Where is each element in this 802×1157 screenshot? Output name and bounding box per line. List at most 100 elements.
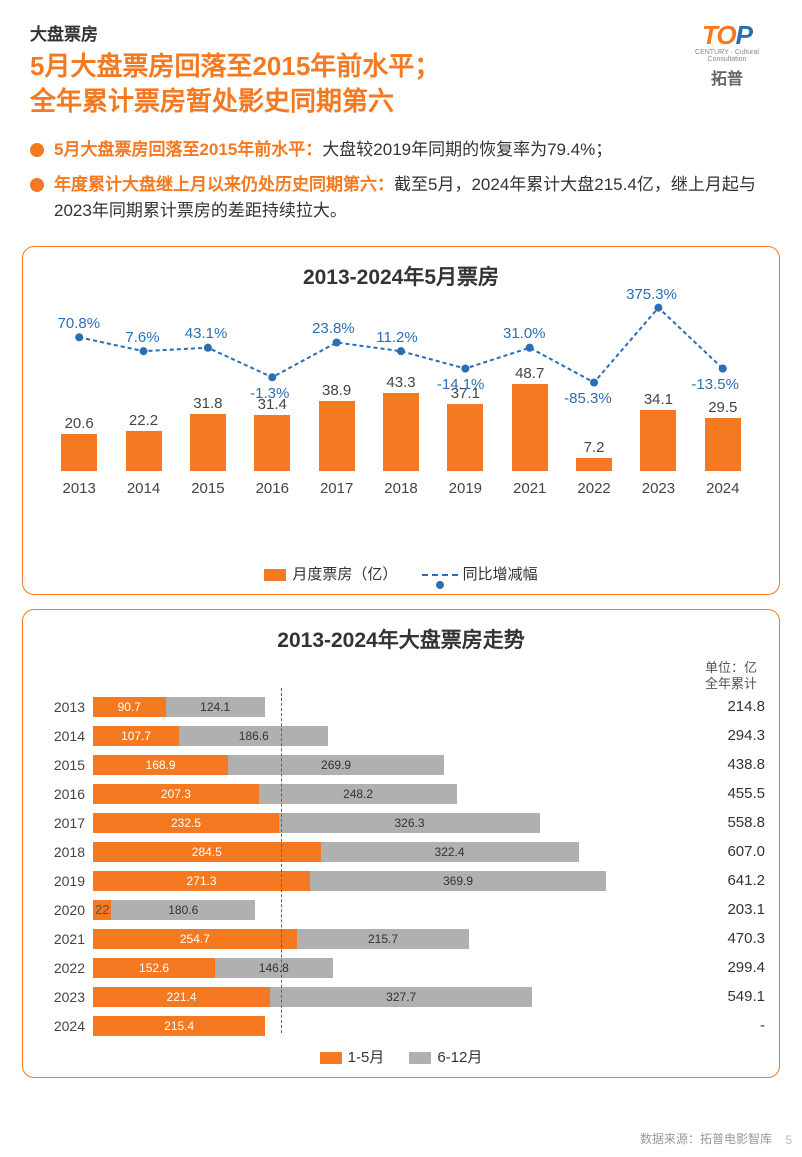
line-value-label: 23.8%	[312, 320, 355, 337]
line-value-label: -85.3%	[564, 390, 612, 407]
chart2-unit: 单位：亿全年累计	[705, 660, 757, 691]
chart2-row: 2024215.4-	[37, 1011, 765, 1040]
row-total: 607.0	[699, 843, 765, 860]
chart2-row: 2014107.7186.6294.3	[37, 721, 765, 750]
chart1-column: 48.72021	[498, 365, 562, 472]
page-number: 5	[785, 1133, 792, 1147]
x-axis-label: 2013	[47, 480, 111, 497]
x-axis-label: 2018	[369, 480, 433, 497]
line-value-label: -14.1%	[437, 376, 485, 393]
line-value-label: 375.3%	[626, 286, 677, 303]
row-total: 641.2	[699, 872, 765, 889]
bullet-dot-icon	[30, 178, 44, 192]
x-axis-label: 2019	[433, 480, 497, 497]
section-tag: 大盘票房	[30, 20, 682, 45]
row-total: 558.8	[699, 814, 765, 831]
y-axis-label: 2024	[37, 1018, 93, 1034]
chart2-row: 2022152.6146.8299.4	[37, 953, 765, 982]
bullet-dot-icon	[30, 143, 44, 157]
y-axis-label: 2023	[37, 989, 93, 1005]
y-axis-label: 2018	[37, 844, 93, 860]
chart2-row: 2021254.7215.7470.3	[37, 924, 765, 953]
chart2-row: 202022.5180.6203.1	[37, 895, 765, 924]
chart1-legend: 月度票房（亿） 同比增减幅	[37, 563, 765, 584]
row-total: -	[699, 1017, 765, 1034]
chart2-row: 2017232.5326.3558.8	[37, 808, 765, 837]
logo-subtitle: CENTURY · Cultural Consultation	[682, 49, 772, 63]
chart1-panel: 2013-2024年5月票房 20.6201322.2201431.820153…	[22, 246, 780, 595]
x-axis-label: 2017	[304, 480, 368, 497]
chart1: 20.6201322.2201431.8201531.4201638.92017…	[37, 299, 765, 529]
line-value-label: 43.1%	[185, 325, 228, 342]
bar-value: 43.3	[369, 374, 433, 391]
chart1-column: 20.62013	[47, 415, 111, 471]
bar-value: 34.1	[626, 391, 690, 408]
y-axis-label: 2016	[37, 786, 93, 802]
bullet-list: 5月大盘票房回落至2015年前水平：大盘较2019年同期的恢复率为79.4%； …	[0, 119, 802, 238]
x-axis-label: 2021	[498, 480, 562, 497]
chart2-row: 2018284.5322.4607.0	[37, 837, 765, 866]
bar-value: 48.7	[498, 365, 562, 382]
chart2-row: 2016207.3248.2455.5	[37, 779, 765, 808]
line-value-label: -13.5%	[691, 376, 739, 393]
legend-bar-icon	[264, 569, 286, 581]
chart2-row: 2015168.9269.9438.8	[37, 750, 765, 779]
logo-text: TOP	[702, 20, 752, 50]
row-total: 294.3	[699, 727, 765, 744]
chart1-column: 31.42016	[240, 396, 304, 472]
y-axis-label: 2014	[37, 728, 93, 744]
brand-logo: TOP CENTURY · Cultural Consultation 拓普	[682, 20, 772, 119]
chart1-column: 34.12023	[626, 391, 690, 471]
y-axis-label: 2022	[37, 960, 93, 976]
chart1-column: 31.82015	[176, 395, 240, 471]
y-axis-label: 2020	[37, 902, 93, 918]
header: 大盘票房 5月大盘票房回落至2015年前水平； 全年累计票房暂处影史同期第六 T…	[0, 0, 802, 119]
data-source: 数据来源：拓普电影智库	[640, 1130, 772, 1147]
bar-value: 31.8	[176, 395, 240, 412]
bar-value: 29.5	[691, 399, 755, 416]
chart2-row: 201390.7124.1214.8	[37, 692, 765, 721]
legend-seg2-icon	[409, 1052, 431, 1064]
chart1-column: 38.92017	[304, 382, 368, 471]
line-value-label: 7.6%	[125, 329, 159, 346]
x-axis-label: 2022	[562, 480, 626, 497]
row-total: 203.1	[699, 901, 765, 918]
legend-seg1-icon	[320, 1052, 342, 1064]
row-total: 549.1	[699, 988, 765, 1005]
x-axis-label: 2014	[111, 480, 175, 497]
bar-value: 7.2	[562, 439, 626, 456]
chart1-column: 29.52024	[691, 399, 755, 471]
line-value-label: -1.3%	[250, 385, 289, 402]
y-axis-label: 2015	[37, 757, 93, 773]
bullet-item: 年度累计大盘继上月以来仍处历史同期第六：截至5月，2024年累计大盘215.4亿…	[30, 172, 772, 225]
legend-line-icon	[422, 574, 458, 576]
chart2-panel: 2013-2024年大盘票房走势 单位：亿全年累计 201390.7124.12…	[22, 609, 780, 1078]
bullet-item: 5月大盘票房回落至2015年前水平：大盘较2019年同期的恢复率为79.4%；	[30, 137, 772, 163]
chart2: 单位：亿全年累计 201390.7124.1214.82014107.7186.…	[37, 662, 765, 1067]
chart1-column: 37.12019	[433, 385, 497, 471]
chart2-row: 2019271.3369.9641.2	[37, 866, 765, 895]
line-value-label: 31.0%	[503, 325, 546, 342]
chart2-row: 2023221.4327.7549.1	[37, 982, 765, 1011]
x-axis-label: 2016	[240, 480, 304, 497]
row-total: 214.8	[699, 698, 765, 715]
chart2-legend: 1-5月 6-12月	[37, 1046, 765, 1067]
row-total: 299.4	[699, 959, 765, 976]
logo-cn: 拓普	[682, 65, 772, 89]
bar-value: 22.2	[111, 412, 175, 429]
y-axis-label: 2013	[37, 699, 93, 715]
x-axis-label: 2023	[626, 480, 690, 497]
line-value-label: 70.8%	[58, 315, 101, 332]
row-total: 455.5	[699, 785, 765, 802]
page-title: 5月大盘票房回落至2015年前水平； 全年累计票房暂处影史同期第六	[30, 49, 682, 119]
x-axis-label: 2015	[176, 480, 240, 497]
chart2-title: 2013-2024年大盘票房走势	[37, 624, 765, 654]
bar-value: 20.6	[47, 415, 111, 432]
y-axis-label: 2017	[37, 815, 93, 831]
chart1-column: 7.22022	[562, 439, 626, 471]
chart1-column: 22.22014	[111, 412, 175, 471]
row-total: 438.8	[699, 756, 765, 773]
row-total: 470.3	[699, 930, 765, 947]
line-value-label: 11.2%	[376, 329, 417, 346]
chart1-column: 43.32018	[369, 374, 433, 471]
